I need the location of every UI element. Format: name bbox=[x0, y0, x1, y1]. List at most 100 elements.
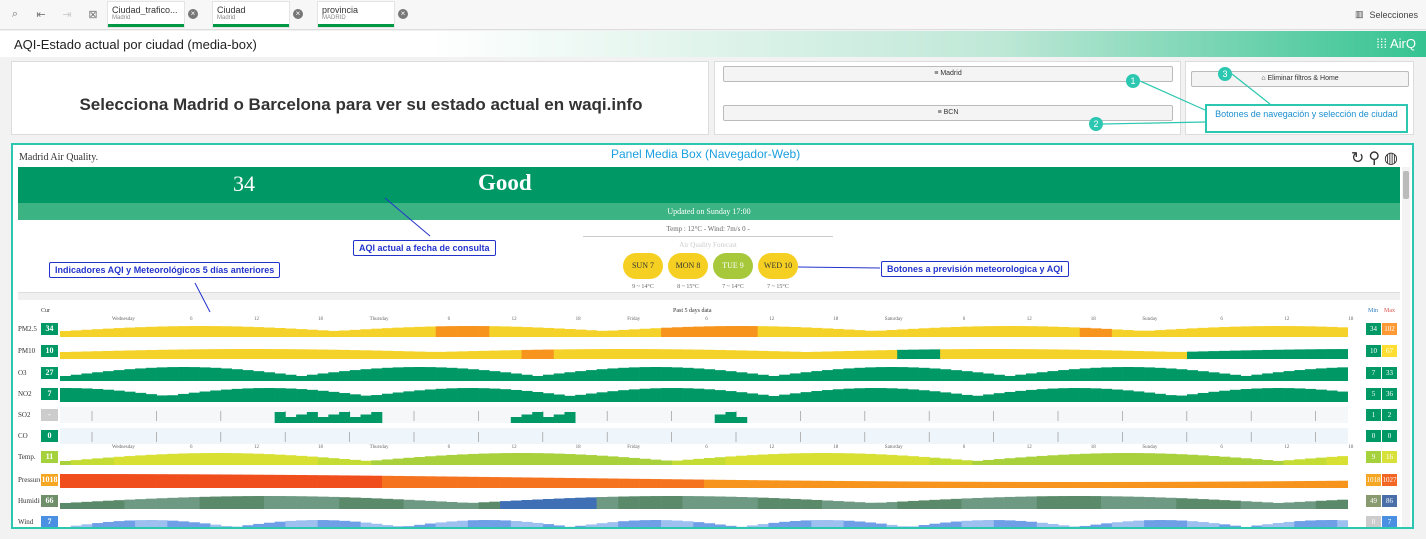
bar bbox=[113, 370, 125, 381]
clear-selections-icon[interactable]: ⊠ bbox=[88, 9, 98, 21]
forecast-day-button[interactable]: SUN 7 bbox=[623, 253, 663, 279]
row-label: PM10 bbox=[18, 347, 36, 355]
bar bbox=[349, 417, 361, 423]
bar bbox=[317, 390, 329, 402]
bar bbox=[1015, 496, 1027, 509]
bar bbox=[392, 392, 404, 402]
bar bbox=[1197, 522, 1209, 527]
bar bbox=[457, 351, 469, 359]
day-label: Saturday bbox=[884, 445, 903, 450]
bar bbox=[789, 498, 801, 509]
bar bbox=[1251, 374, 1263, 381]
bar bbox=[1144, 392, 1156, 402]
row-label: Temp. bbox=[18, 453, 36, 461]
bar bbox=[489, 453, 501, 465]
forecast-day-button[interactable]: TUE 9 bbox=[713, 253, 753, 279]
close-icon[interactable]: × bbox=[293, 9, 303, 19]
bar bbox=[553, 477, 565, 488]
bar bbox=[532, 522, 544, 527]
bar bbox=[1144, 351, 1156, 359]
vertical-scrollbar[interactable] bbox=[1402, 167, 1410, 527]
bar bbox=[424, 326, 436, 337]
bar bbox=[156, 498, 168, 509]
bar bbox=[886, 524, 898, 527]
bar bbox=[1208, 351, 1220, 359]
bar bbox=[736, 350, 748, 359]
bar bbox=[145, 350, 157, 359]
madrid-button[interactable]: ≡ Madrid bbox=[723, 66, 1173, 82]
bar bbox=[1219, 390, 1231, 402]
bar bbox=[972, 520, 984, 527]
selection-chip-ciudad-trafico[interactable]: Ciudad_trafico... Madrid × bbox=[107, 1, 198, 28]
bar bbox=[661, 349, 673, 359]
smart-search-icon[interactable]: ⌕ bbox=[11, 8, 19, 20]
bar bbox=[478, 326, 490, 337]
bar bbox=[1326, 456, 1338, 465]
forecast-temp: 7 ~ 14°C bbox=[722, 284, 744, 290]
bar bbox=[596, 369, 608, 381]
bar bbox=[360, 329, 372, 337]
bar bbox=[285, 520, 297, 527]
bar bbox=[317, 373, 329, 381]
bar bbox=[768, 326, 780, 337]
bar bbox=[306, 456, 318, 465]
bar bbox=[1111, 389, 1123, 402]
bar bbox=[446, 351, 458, 359]
bar bbox=[60, 461, 72, 465]
step-forward-icon[interactable]: ⇥ bbox=[62, 9, 72, 21]
bar bbox=[682, 326, 694, 337]
bar bbox=[1036, 522, 1048, 527]
close-icon[interactable]: × bbox=[398, 9, 408, 19]
bar bbox=[457, 454, 469, 465]
bar bbox=[424, 456, 436, 465]
bar bbox=[424, 500, 436, 509]
bar bbox=[382, 525, 394, 527]
bar bbox=[779, 498, 791, 509]
refresh-icon[interactable]: ↻ bbox=[1350, 150, 1365, 167]
bar bbox=[349, 370, 361, 381]
bar bbox=[1101, 367, 1113, 381]
bar bbox=[1015, 457, 1027, 465]
bar bbox=[575, 371, 587, 381]
bar bbox=[585, 393, 597, 402]
bar bbox=[1122, 367, 1134, 381]
bar bbox=[1144, 453, 1156, 465]
bcn-button[interactable]: ≡ BCN bbox=[723, 105, 1173, 121]
sheet-title-bar: AQI-Estado actual por ciudad (media-box)… bbox=[0, 31, 1426, 57]
bar bbox=[435, 522, 447, 527]
bar bbox=[296, 389, 308, 402]
city-title: Madrid Air Quality. bbox=[19, 152, 99, 163]
bar bbox=[199, 453, 211, 465]
bar bbox=[693, 496, 705, 509]
bar bbox=[854, 367, 866, 381]
bar bbox=[811, 480, 823, 488]
bar bbox=[832, 501, 844, 509]
bar bbox=[983, 459, 995, 465]
bar bbox=[521, 414, 533, 423]
selections-button[interactable]: ▥ Selecciones bbox=[1355, 9, 1418, 20]
bar bbox=[1068, 369, 1080, 381]
selection-chip-provincia[interactable]: provincia MADRID × bbox=[317, 1, 408, 28]
close-icon[interactable]: × bbox=[188, 9, 198, 19]
globe-icon[interactable]: ◍ bbox=[1384, 150, 1398, 167]
bar bbox=[1026, 481, 1038, 488]
bar bbox=[1154, 481, 1166, 488]
bar bbox=[81, 373, 93, 381]
bar bbox=[1122, 453, 1134, 465]
forecast-day-button[interactable]: MON 8 bbox=[668, 253, 708, 279]
bar bbox=[1262, 326, 1274, 337]
bar bbox=[317, 417, 329, 423]
bar bbox=[532, 349, 544, 359]
step-back-icon[interactable]: ⇤ bbox=[36, 9, 46, 21]
forecast-day-button[interactable]: WED 10 bbox=[758, 253, 798, 279]
bar bbox=[800, 499, 812, 509]
horizontal-scrollbar[interactable] bbox=[18, 292, 1400, 300]
row-label: NO2 bbox=[18, 390, 32, 398]
selection-chip-ciudad[interactable]: Ciudad Madrid × bbox=[212, 1, 303, 28]
location-icon[interactable]: ⚲ bbox=[1368, 150, 1381, 167]
hour-label: 6 bbox=[705, 317, 708, 322]
scroll-thumb[interactable] bbox=[1403, 171, 1409, 199]
bar bbox=[349, 521, 361, 527]
bar bbox=[875, 502, 887, 509]
bar bbox=[650, 388, 662, 402]
